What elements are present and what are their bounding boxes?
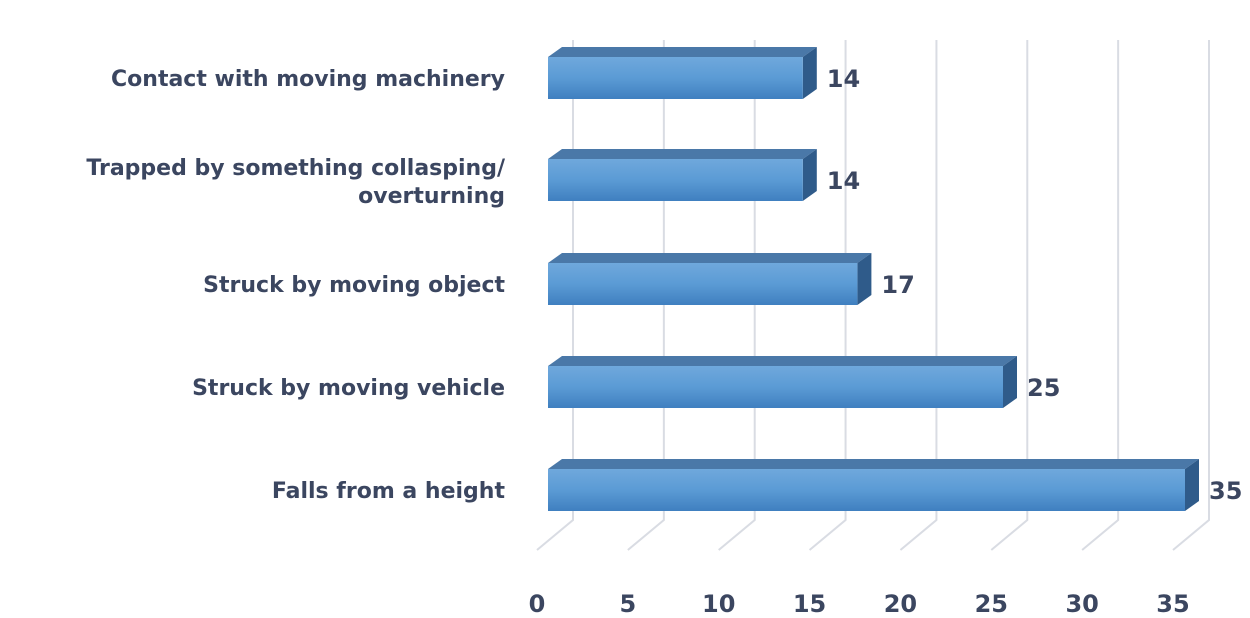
bar-side [1003,356,1017,408]
bar-front [548,159,803,201]
category-label: overturning [358,184,505,209]
data-label: 35 [1209,477,1242,505]
bar-top [548,47,817,57]
bar-side [802,149,817,201]
gridline [1081,40,1120,551]
x-tick-label: 15 [793,590,826,618]
category-label: Struck by moving vehicle [192,376,505,401]
x-tick-label: 30 [1065,590,1098,618]
x-tick-label: 0 [529,590,546,618]
gridlines [536,40,1210,551]
category-label: Falls from a height [272,479,506,504]
x-tick-label: 25 [975,590,1008,618]
x-tick-label: 5 [620,590,637,618]
bar: 17 [548,253,915,305]
bar: 25 [548,356,1060,408]
gridline [1172,40,1210,551]
x-axis-tick-labels: 0 5 10 15 20 25 30 35 [529,590,1190,618]
bar-front [548,57,803,99]
category-label: Struck by moving object [203,273,505,298]
bars: 14 14 17 25 35 [548,47,1242,511]
category-labels: Contact with moving machinery Trapped by … [86,67,506,504]
bar-top [548,459,1199,469]
bar-side [1185,459,1199,511]
gridline [808,40,847,551]
gridline [899,40,938,551]
data-label: 25 [1027,374,1060,402]
bar: 14 [548,149,860,201]
x-tick-label: 35 [1156,590,1189,618]
gridline [990,40,1029,551]
data-label: 17 [881,271,914,299]
bar-front [548,366,1003,408]
data-label: 14 [827,65,860,93]
bar-top [548,149,817,159]
category-label: Contact with moving machinery [111,67,505,92]
x-tick-label: 10 [702,590,735,618]
bar-top [548,253,872,263]
category-label: Trapped by something collasping/ [86,156,506,181]
x-tick-label: 20 [884,590,917,618]
data-label: 14 [827,167,860,195]
bar-top [548,356,1017,366]
bar: 35 [548,459,1242,511]
bar-side [802,47,817,99]
bar: 14 [548,47,860,99]
bar-front [548,263,858,305]
bar-front [548,469,1185,511]
bar-side [857,253,872,305]
